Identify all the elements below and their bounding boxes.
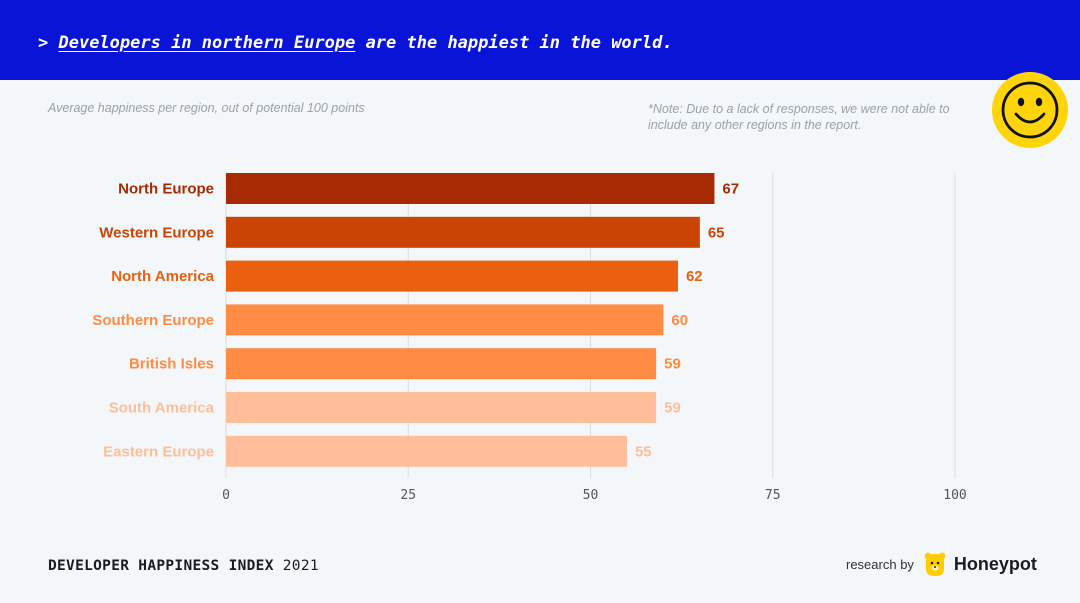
bar bbox=[226, 392, 657, 423]
bar bbox=[226, 435, 627, 467]
index-title: DEVELOPER HAPPINESS INDEX bbox=[48, 558, 274, 574]
x-tick-label: 25 bbox=[400, 488, 416, 503]
research-by-label: research by bbox=[846, 556, 914, 572]
honeypot-bear-icon bbox=[924, 552, 946, 576]
bar bbox=[226, 173, 715, 204]
bar bbox=[226, 260, 678, 292]
chart-subtitle: Average happiness per region, out of pot… bbox=[48, 101, 365, 115]
value-label: 65 bbox=[708, 224, 725, 241]
headline-prefix: > bbox=[38, 33, 49, 53]
x-tick-label: 50 bbox=[583, 488, 599, 503]
value-label: 55 bbox=[635, 443, 652, 460]
footer-title: DEVELOPER HAPPINESS INDEX 2021 bbox=[48, 558, 319, 574]
header-banner: > Developers in northern Europe are the … bbox=[0, 0, 1080, 80]
category-label: Southern Europe bbox=[92, 312, 214, 329]
category-label: Western Europe bbox=[99, 224, 214, 241]
value-label: 59 bbox=[664, 400, 681, 417]
category-label: North America bbox=[111, 268, 214, 285]
x-tick-label: 75 bbox=[765, 488, 781, 503]
x-tick-label: 100 bbox=[943, 488, 966, 503]
chart-note: *Note: Due to a lack of responses, we we… bbox=[648, 102, 950, 132]
value-label: 59 bbox=[664, 356, 681, 373]
category-label: Eastern Europe bbox=[103, 443, 214, 460]
value-label: 62 bbox=[686, 268, 703, 285]
headline-rest: are the happiest in the world. bbox=[365, 33, 673, 53]
value-label: 67 bbox=[722, 181, 739, 198]
footer-brand: research by Honeypot bbox=[846, 549, 1037, 579]
index-year: 2021 bbox=[282, 558, 319, 574]
category-label: North Europe bbox=[118, 181, 214, 198]
headline: > Developers in northern Europe are the … bbox=[38, 33, 673, 53]
x-tick-label: 0 bbox=[222, 488, 230, 503]
brand-name: Honeypot bbox=[953, 553, 1037, 574]
category-label: South America bbox=[109, 400, 215, 417]
category-label: British Isles bbox=[129, 356, 214, 373]
smiley-face-icon bbox=[992, 72, 1068, 148]
headline-highlight: Developers in northern Europe bbox=[58, 33, 356, 53]
bar bbox=[226, 304, 664, 336]
value-label: 60 bbox=[671, 312, 688, 329]
bar bbox=[226, 348, 657, 380]
bar bbox=[226, 216, 700, 248]
